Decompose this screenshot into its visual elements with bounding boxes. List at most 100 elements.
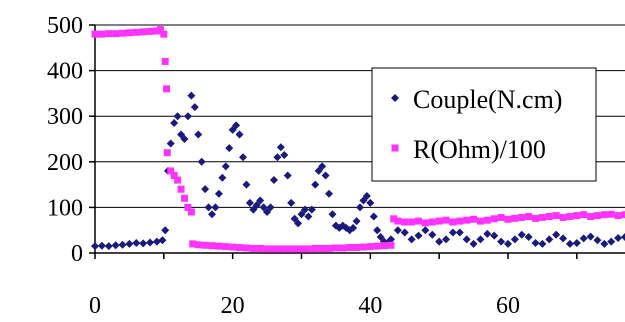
legend-box: [371, 67, 597, 182]
data-point: [462, 235, 471, 244]
data-point: [442, 216, 450, 224]
data-point: [218, 173, 227, 182]
legend-marker-1: [391, 144, 399, 152]
data-point: [538, 213, 546, 221]
data-point: [573, 212, 581, 220]
data-point: [273, 153, 282, 162]
data-point: [139, 239, 148, 248]
data-point: [229, 243, 237, 251]
data-point: [552, 230, 561, 239]
data-point: [421, 226, 430, 235]
data-point: [287, 198, 296, 207]
data-point: [359, 196, 368, 205]
data-point: [483, 216, 491, 224]
data-point: [276, 143, 285, 152]
data-point: [531, 238, 540, 247]
data-point: [174, 176, 182, 184]
data-point: [607, 237, 616, 246]
data-point: [314, 166, 323, 175]
data-point: [297, 210, 306, 219]
data-point: [266, 203, 275, 212]
data-point: [369, 212, 378, 221]
y-tick-label-100: 100: [47, 195, 83, 221]
data-point: [408, 218, 416, 226]
data-point: [222, 243, 230, 251]
data-point: [304, 212, 313, 221]
data-point: [249, 205, 258, 214]
data-point: [118, 240, 127, 249]
data-point: [91, 30, 99, 38]
data-point: [511, 214, 519, 222]
data-point: [161, 226, 170, 235]
data-point: [476, 235, 485, 244]
data-point: [600, 239, 609, 248]
data-point: [517, 230, 526, 239]
data-point: [104, 242, 113, 251]
data-point: [476, 217, 484, 225]
data-point: [156, 26, 164, 34]
data-point: [269, 176, 278, 185]
data-point: [146, 27, 154, 35]
data-point: [339, 244, 347, 252]
data-point: [291, 245, 299, 253]
data-point: [208, 242, 216, 250]
y-tick-label-200: 200: [47, 150, 83, 176]
data-point: [503, 239, 512, 248]
data-point: [259, 203, 268, 212]
data-point: [435, 237, 444, 246]
data-point: [325, 189, 334, 198]
y-tick-label-400: 400: [47, 59, 83, 85]
x-tick-label-60: 60: [496, 293, 520, 319]
data-point: [455, 228, 464, 237]
axes: [89, 24, 625, 259]
data-point: [311, 244, 319, 252]
x-tick-label-0: 0: [89, 293, 101, 319]
y-tick-label-500: 500: [47, 13, 83, 39]
data-point: [483, 229, 492, 238]
legend-label-1: R(Ohm)/100: [413, 135, 546, 164]
data-point: [428, 218, 436, 226]
data-point: [208, 210, 217, 219]
data-point: [242, 244, 250, 252]
data-point: [607, 210, 615, 218]
data-point: [428, 230, 437, 239]
data-point: [194, 241, 202, 249]
data-point: [414, 231, 423, 240]
data-point: [525, 213, 533, 221]
data-point: [332, 244, 340, 252]
data-point: [225, 144, 234, 153]
data-point: [593, 212, 601, 220]
data-point: [304, 245, 312, 253]
data-point: [98, 30, 106, 38]
data-point: [415, 217, 423, 225]
data-point: [621, 211, 625, 219]
data-point: [353, 244, 361, 252]
data-point: [300, 205, 309, 214]
data-point: [132, 28, 140, 36]
data-point: [325, 244, 333, 252]
data-point: [572, 238, 581, 247]
data-point: [197, 157, 206, 166]
data-point: [580, 211, 588, 219]
legend-label-0: Couple(N.cm): [413, 85, 562, 114]
data-point: [456, 217, 464, 225]
data-point: [401, 218, 409, 226]
data-point: [163, 149, 171, 157]
data-point: [170, 171, 178, 179]
data-series: [91, 26, 625, 253]
data-point: [435, 217, 443, 225]
data-point: [448, 228, 457, 237]
data-point: [359, 243, 367, 251]
data-point: [621, 233, 625, 242]
data-point: [380, 242, 388, 250]
data-point: [552, 212, 560, 220]
data-point: [256, 244, 264, 252]
data-point: [311, 180, 320, 189]
data-point: [97, 241, 106, 250]
data-point: [125, 29, 133, 37]
data-point: [297, 245, 305, 253]
data-point: [449, 218, 457, 226]
data-point: [400, 228, 409, 237]
y-tick-label-0: 0: [71, 241, 83, 267]
data-point: [366, 198, 375, 207]
